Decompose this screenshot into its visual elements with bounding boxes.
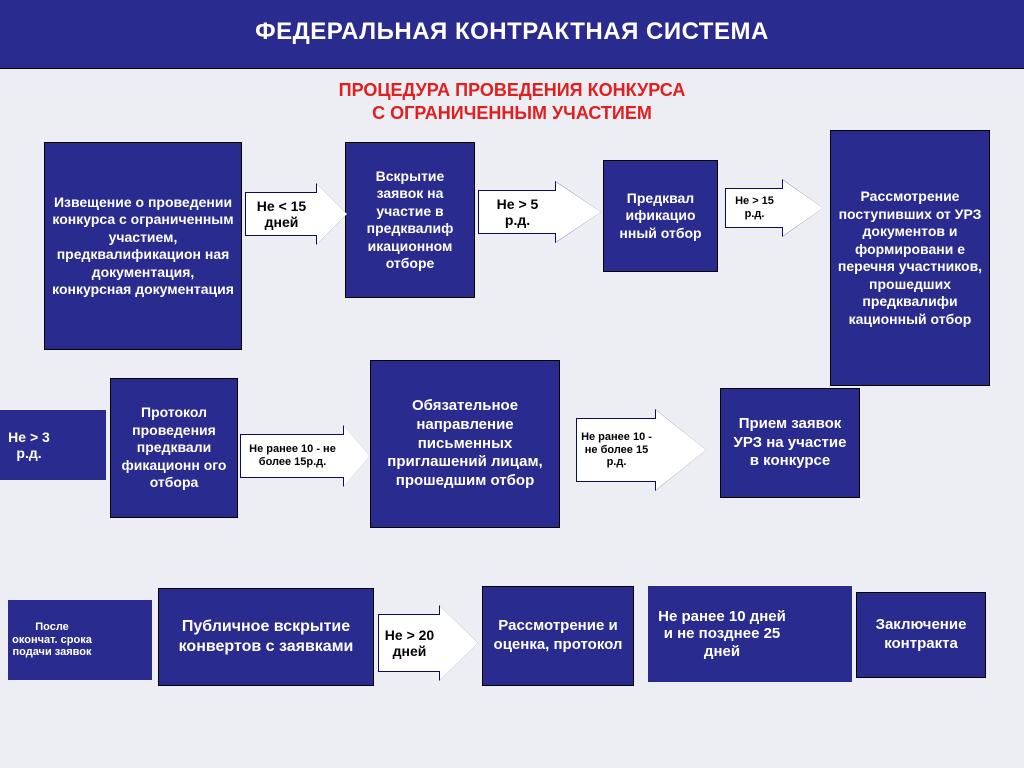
arrow-5-days: Не > 5 р.д. [478, 182, 601, 242]
box-opening-prequal: Вскрытие заявок на участие в предквалиф … [345, 142, 475, 298]
arrow-after-deadline: После окончат. срока подачи заявок [8, 600, 152, 680]
flowchart-canvas: Извещение о проведении конкурса с ограни… [0, 130, 1024, 760]
arrow-20-days: Не > 20 дней [378, 606, 478, 680]
box-evaluation: Рассмотрение и оценка, протокол [482, 586, 634, 686]
arrow-10-15-days-2: Не ранее 10 - не более 15 р.д. [576, 410, 706, 490]
subtitle-line-2: С ОГРАНИЧЕННЫМ УЧАСТИЕМ [0, 102, 1024, 125]
arrow-15-days: Не < 15 дней [245, 184, 347, 244]
box-notice: Извещение о проведении конкурса с ограни… [44, 142, 242, 350]
box-review-docs: Рассмотрение поступивших от УРЗ документ… [830, 130, 990, 386]
box-accept-apps: Прием заявок УРЗ на участие в конкурсе [720, 388, 860, 498]
title-bar: ФЕДЕРАЛЬНАЯ КОНТРАКТНАЯ СИСТЕМА [0, 0, 1024, 69]
box-public-opening: Публичное вскрытие конвертов с заявками [158, 588, 374, 686]
arrow-10-15-days: Не ранее 10 - не более 15р.д. [240, 426, 370, 486]
box-invitations: Обязательное направление письменных приг… [370, 360, 560, 528]
subtitle-line-1: ПРОЦЕДУРА ПРОВЕДЕНИЯ КОНКУРСА [0, 79, 1024, 102]
subtitle: ПРОЦЕДУРА ПРОВЕДЕНИЯ КОНКУРСА С ОГРАНИЧЕ… [0, 69, 1024, 130]
arrow-15-days-2: Не > 15 р.д. [725, 180, 823, 236]
page-title: ФЕДЕРАЛЬНАЯ КОНТРАКТНАЯ СИСТЕМА [255, 18, 769, 45]
box-protocol-prequal: Протокол проведения предквали фикационн … [110, 378, 238, 518]
box-contract: Заключение контракта [856, 592, 986, 678]
arrow-3-days: Не > 3 р.д. [0, 410, 106, 480]
box-prequal-selection: Предквал ификацио нный отбор [603, 160, 718, 272]
arrow-10-25-days: Не ранее 10 дней и не позднее 25 дней [648, 586, 852, 682]
